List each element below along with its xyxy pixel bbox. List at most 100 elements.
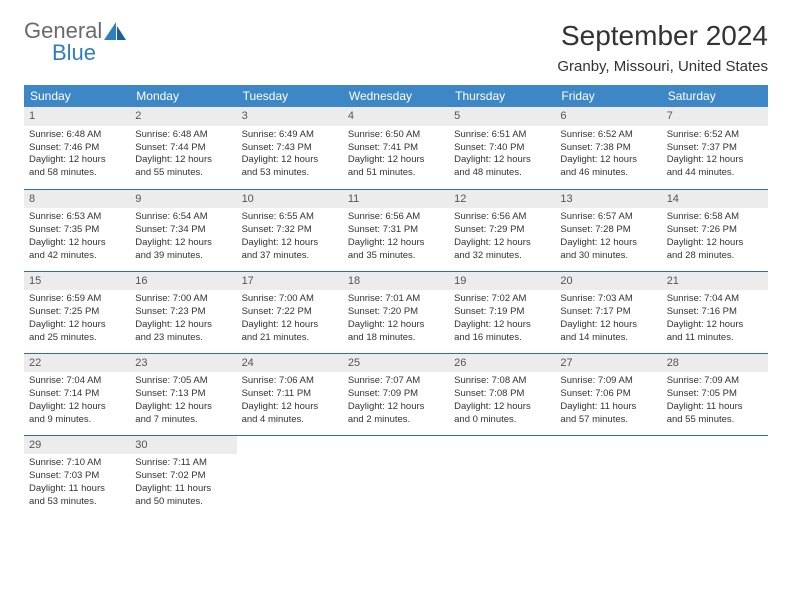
- daylight-text: and 58 minutes.: [29, 167, 125, 180]
- sunset-text: Sunset: 7:35 PM: [29, 224, 125, 237]
- day-number: 19: [449, 272, 555, 291]
- calendar-cell: 26Sunrise: 7:08 AMSunset: 7:08 PMDayligh…: [449, 353, 555, 435]
- day-number: 10: [237, 190, 343, 209]
- sunrise-text: Sunrise: 7:09 AM: [560, 375, 656, 388]
- sunrise-text: Sunrise: 6:49 AM: [242, 129, 338, 142]
- daylight-text: Daylight: 12 hours: [667, 319, 763, 332]
- sunset-text: Sunset: 7:14 PM: [29, 388, 125, 401]
- sunrise-text: Sunrise: 7:07 AM: [348, 375, 444, 388]
- sunrise-text: Sunrise: 6:58 AM: [667, 211, 763, 224]
- weekday-header: Tuesday: [237, 85, 343, 107]
- sunrise-text: Sunrise: 7:02 AM: [454, 293, 550, 306]
- header: General Blue September 2024 Granby, Miss…: [24, 20, 768, 75]
- sunset-text: Sunset: 7:26 PM: [667, 224, 763, 237]
- sunrise-text: Sunrise: 6:59 AM: [29, 293, 125, 306]
- day-number: 20: [555, 272, 661, 291]
- daylight-text: and 37 minutes.: [242, 250, 338, 263]
- calendar-cell: 23Sunrise: 7:05 AMSunset: 7:13 PMDayligh…: [130, 353, 236, 435]
- sunset-text: Sunset: 7:34 PM: [135, 224, 231, 237]
- day-number: 23: [130, 354, 236, 373]
- daylight-text: Daylight: 12 hours: [135, 401, 231, 414]
- daylight-text: and 18 minutes.: [348, 332, 444, 345]
- sunrise-text: Sunrise: 7:09 AM: [667, 375, 763, 388]
- calendar-cell: 18Sunrise: 7:01 AMSunset: 7:20 PMDayligh…: [343, 271, 449, 353]
- calendar-cell: 7Sunrise: 6:52 AMSunset: 7:37 PMDaylight…: [662, 107, 768, 189]
- sunrise-text: Sunrise: 7:04 AM: [667, 293, 763, 306]
- sunrise-text: Sunrise: 6:48 AM: [135, 129, 231, 142]
- daylight-text: and 14 minutes.: [560, 332, 656, 345]
- calendar-cell: 17Sunrise: 7:00 AMSunset: 7:22 PMDayligh…: [237, 271, 343, 353]
- calendar-cell: 11Sunrise: 6:56 AMSunset: 7:31 PMDayligh…: [343, 189, 449, 271]
- sunset-text: Sunset: 7:19 PM: [454, 306, 550, 319]
- daylight-text: Daylight: 12 hours: [348, 154, 444, 167]
- daylight-text: Daylight: 12 hours: [135, 154, 231, 167]
- sunrise-text: Sunrise: 7:11 AM: [135, 457, 231, 470]
- daylight-text: and 28 minutes.: [667, 250, 763, 263]
- weekday-header: Sunday: [24, 85, 130, 107]
- calendar-cell: 5Sunrise: 6:51 AMSunset: 7:40 PMDaylight…: [449, 107, 555, 189]
- daylight-text: and 4 minutes.: [242, 414, 338, 427]
- calendar-cell: 22Sunrise: 7:04 AMSunset: 7:14 PMDayligh…: [24, 353, 130, 435]
- calendar-cell: 25Sunrise: 7:07 AMSunset: 7:09 PMDayligh…: [343, 353, 449, 435]
- sunset-text: Sunset: 7:06 PM: [560, 388, 656, 401]
- day-number: 5: [449, 107, 555, 126]
- daylight-text: and 9 minutes.: [29, 414, 125, 427]
- calendar-row: 15Sunrise: 6:59 AMSunset: 7:25 PMDayligh…: [24, 271, 768, 353]
- daylight-text: and 42 minutes.: [29, 250, 125, 263]
- daylight-text: Daylight: 12 hours: [560, 319, 656, 332]
- weekday-header: Saturday: [662, 85, 768, 107]
- day-number: 16: [130, 272, 236, 291]
- sunset-text: Sunset: 7:22 PM: [242, 306, 338, 319]
- day-number: 11: [343, 190, 449, 209]
- daylight-text: and 30 minutes.: [560, 250, 656, 263]
- calendar-table: Sunday Monday Tuesday Wednesday Thursday…: [24, 85, 768, 517]
- day-number: 21: [662, 272, 768, 291]
- calendar-cell: 9Sunrise: 6:54 AMSunset: 7:34 PMDaylight…: [130, 189, 236, 271]
- daylight-text: Daylight: 11 hours: [667, 401, 763, 414]
- sunrise-text: Sunrise: 6:52 AM: [667, 129, 763, 142]
- daylight-text: Daylight: 12 hours: [560, 237, 656, 250]
- daylight-text: and 46 minutes.: [560, 167, 656, 180]
- daylight-text: Daylight: 11 hours: [29, 483, 125, 496]
- daylight-text: Daylight: 12 hours: [454, 237, 550, 250]
- logo-sail-icon: [104, 22, 126, 40]
- daylight-text: Daylight: 11 hours: [560, 401, 656, 414]
- sunset-text: Sunset: 7:09 PM: [348, 388, 444, 401]
- daylight-text: Daylight: 12 hours: [242, 319, 338, 332]
- day-number: 25: [343, 354, 449, 373]
- daylight-text: Daylight: 12 hours: [29, 237, 125, 250]
- sunrise-text: Sunrise: 6:51 AM: [454, 129, 550, 142]
- sunrise-text: Sunrise: 7:00 AM: [135, 293, 231, 306]
- daylight-text: and 2 minutes.: [348, 414, 444, 427]
- daylight-text: and 48 minutes.: [454, 167, 550, 180]
- sunset-text: Sunset: 7:28 PM: [560, 224, 656, 237]
- daylight-text: and 35 minutes.: [348, 250, 444, 263]
- daylight-text: and 44 minutes.: [667, 167, 763, 180]
- sunrise-text: Sunrise: 7:04 AM: [29, 375, 125, 388]
- day-number: 17: [237, 272, 343, 291]
- weekday-header: Wednesday: [343, 85, 449, 107]
- sunset-text: Sunset: 7:32 PM: [242, 224, 338, 237]
- sunset-text: Sunset: 7:37 PM: [667, 142, 763, 155]
- calendar-row: 8Sunrise: 6:53 AMSunset: 7:35 PMDaylight…: [24, 189, 768, 271]
- calendar-cell: 15Sunrise: 6:59 AMSunset: 7:25 PMDayligh…: [24, 271, 130, 353]
- calendar-cell: [237, 435, 343, 517]
- daylight-text: and 55 minutes.: [135, 167, 231, 180]
- sunrise-text: Sunrise: 7:06 AM: [242, 375, 338, 388]
- calendar-row: 22Sunrise: 7:04 AMSunset: 7:14 PMDayligh…: [24, 353, 768, 435]
- daylight-text: and 51 minutes.: [348, 167, 444, 180]
- daylight-text: Daylight: 12 hours: [348, 237, 444, 250]
- sunset-text: Sunset: 7:38 PM: [560, 142, 656, 155]
- location-text: Granby, Missouri, United States: [557, 58, 768, 75]
- daylight-text: Daylight: 12 hours: [560, 154, 656, 167]
- daylight-text: and 21 minutes.: [242, 332, 338, 345]
- calendar-cell: 19Sunrise: 7:02 AMSunset: 7:19 PMDayligh…: [449, 271, 555, 353]
- day-number: 27: [555, 354, 661, 373]
- sunset-text: Sunset: 7:16 PM: [667, 306, 763, 319]
- day-number: 6: [555, 107, 661, 126]
- sunset-text: Sunset: 7:17 PM: [560, 306, 656, 319]
- calendar-row: 29Sunrise: 7:10 AMSunset: 7:03 PMDayligh…: [24, 435, 768, 517]
- calendar-cell: 1Sunrise: 6:48 AMSunset: 7:46 PMDaylight…: [24, 107, 130, 189]
- title-block: September 2024 Granby, Missouri, United …: [557, 20, 768, 75]
- day-number: 1: [24, 107, 130, 126]
